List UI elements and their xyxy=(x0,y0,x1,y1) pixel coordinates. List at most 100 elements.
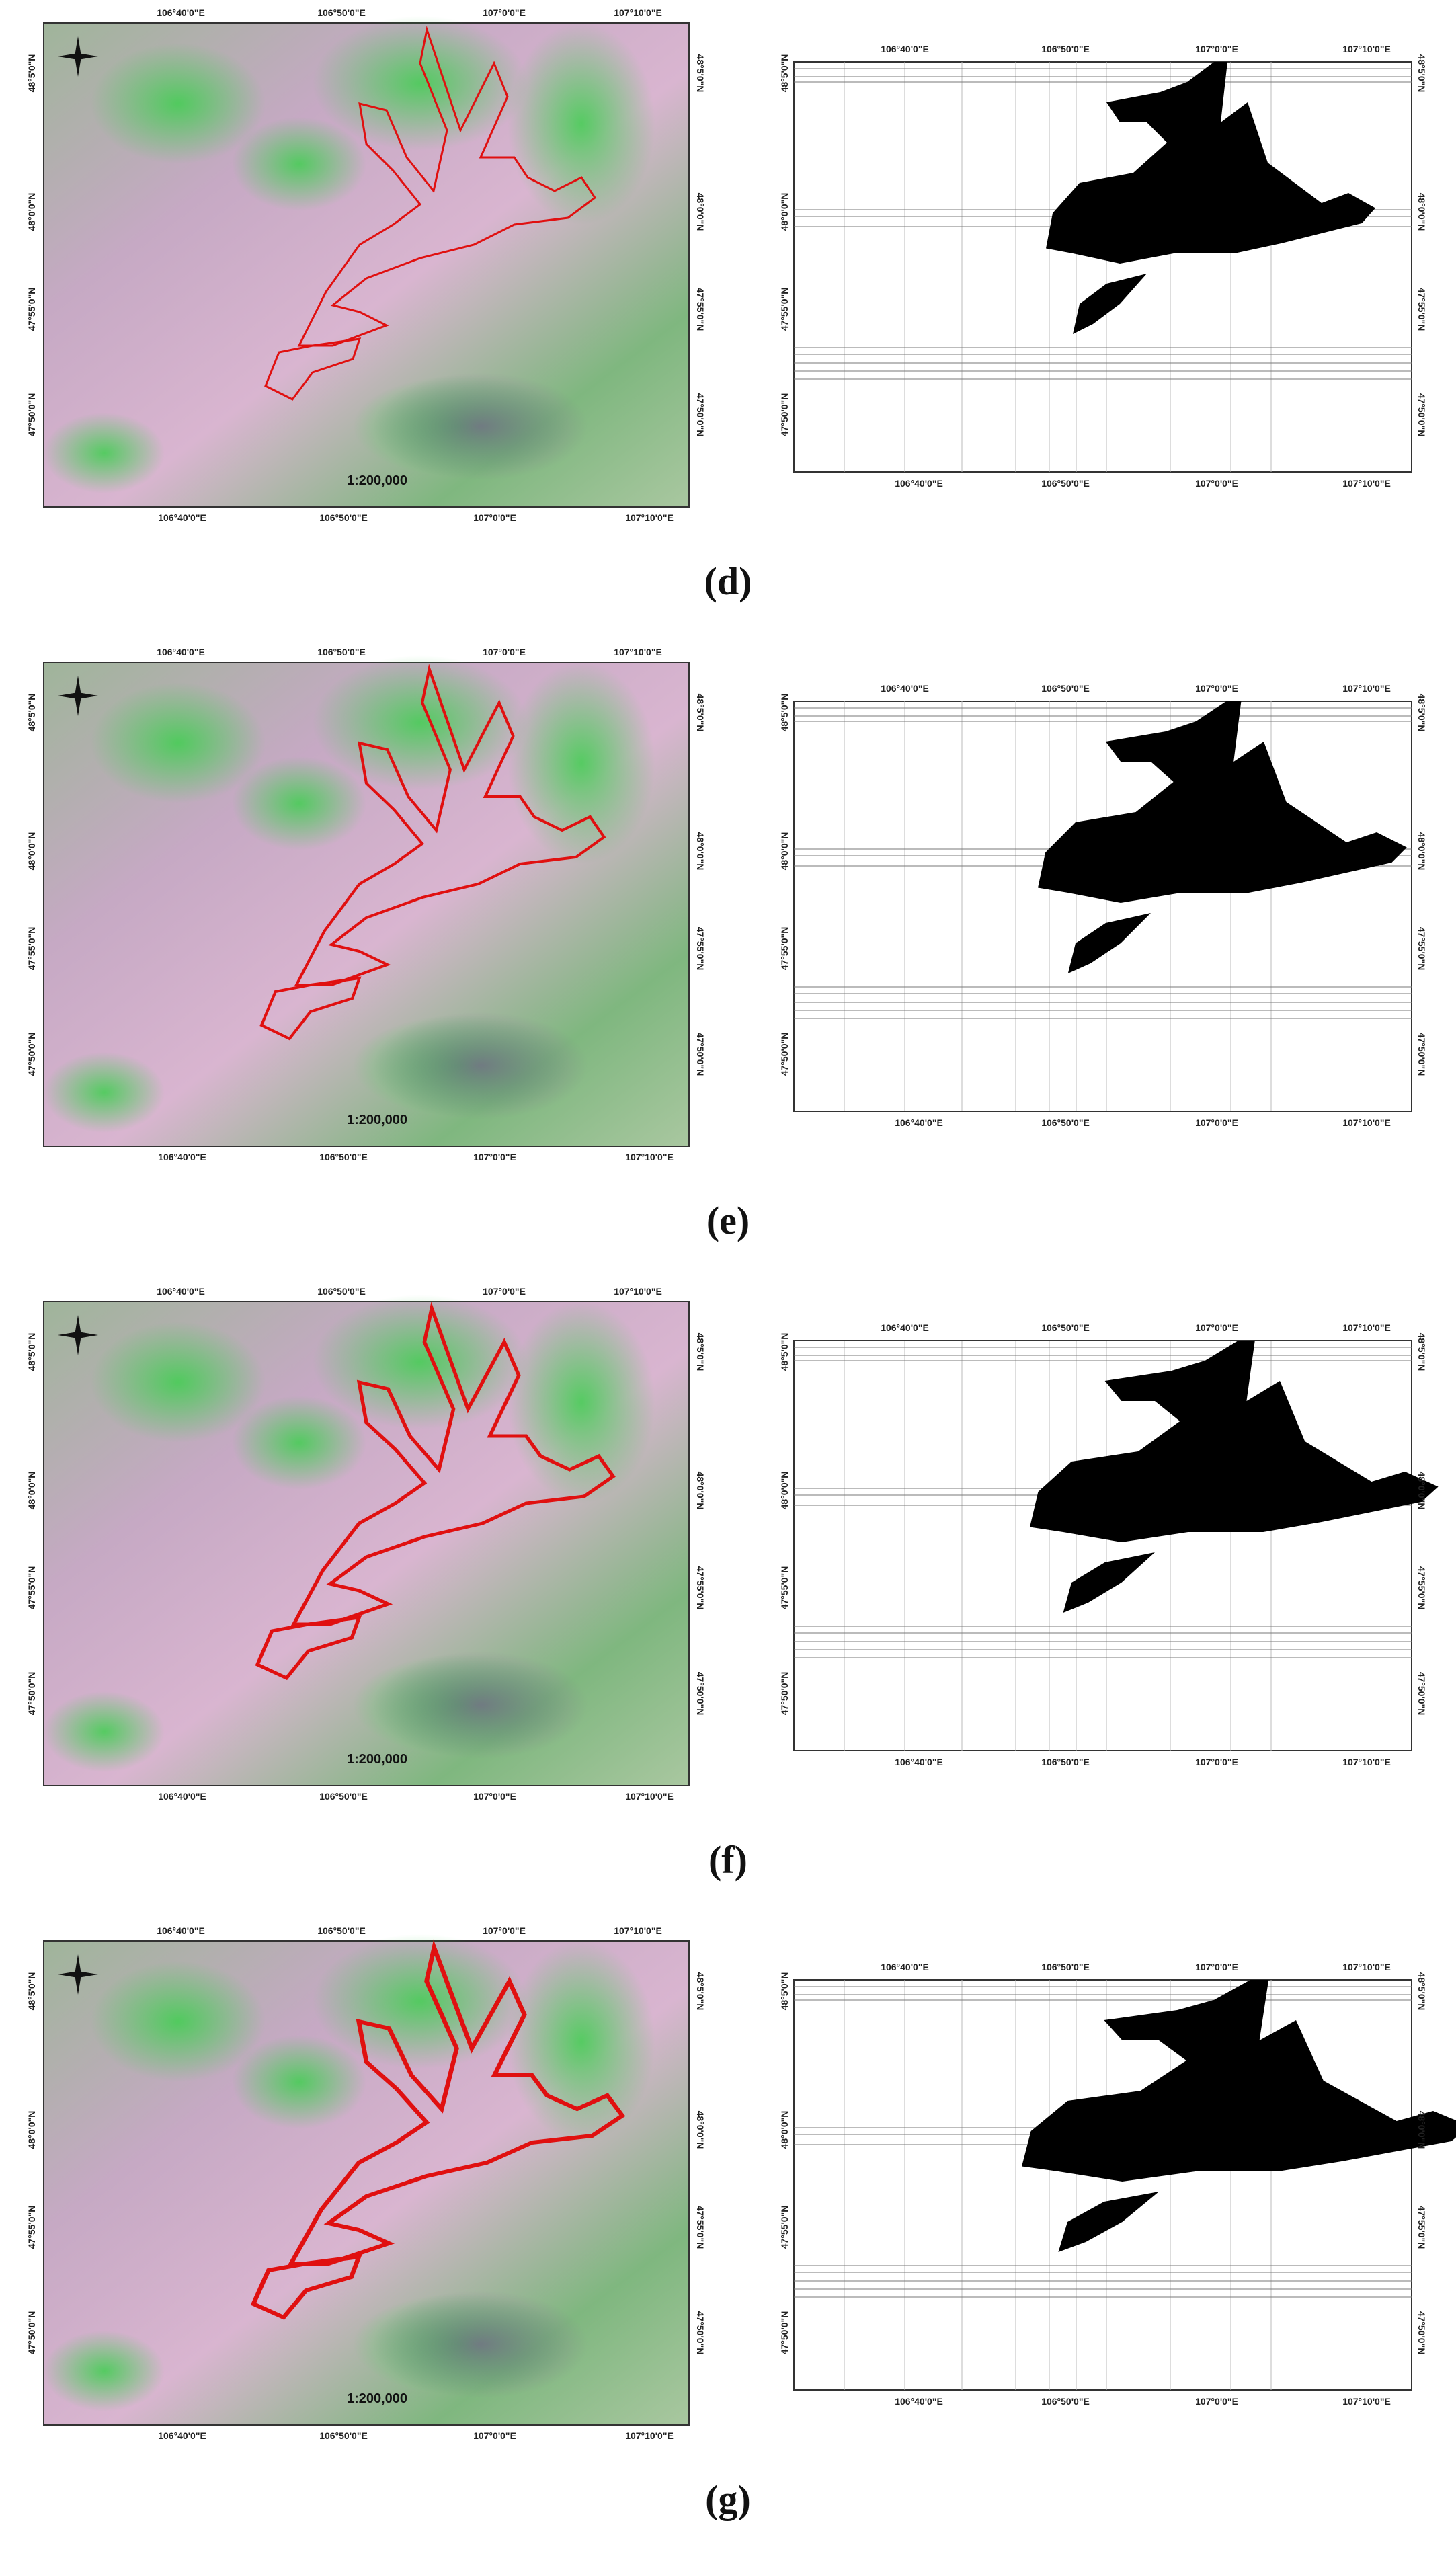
longitude-label: 107°10'0"E xyxy=(625,1791,674,1802)
latitude-label: 47°55'0"N xyxy=(1416,288,1427,331)
north-arrow xyxy=(58,676,98,716)
longitude-label: 106°50'0"E xyxy=(317,7,366,18)
urban-boundary xyxy=(250,2254,362,2320)
latitude-label: 48°5'0"N xyxy=(779,1333,790,1371)
longitude-label: 107°10'0"E xyxy=(1342,1757,1391,1767)
longitude-label: 107°10'0"E xyxy=(625,2430,674,2441)
classified-map xyxy=(793,1979,1456,2391)
latitude-label: 47°55'0"N xyxy=(779,288,790,331)
panel: 1:200,000 106°40'0"E 106°50'0"E 107°0'0"E 10… xyxy=(26,7,1427,603)
longitude-label: 106°50'0"E xyxy=(1041,683,1090,694)
latitude-label: 47°55'0"N xyxy=(26,2206,37,2249)
longitude-label: 107°0'0"E xyxy=(1195,1962,1238,1972)
latitude-label: 47°50'0"N xyxy=(26,393,37,437)
longitude-label: 107°10'0"E xyxy=(1342,1117,1391,1128)
latitude-label: 48°5'0"N xyxy=(26,1333,37,1371)
map-frame xyxy=(793,1979,1412,2391)
longitude-label: 107°0'0"E xyxy=(1195,1117,1238,1128)
longitude-label: 106°40'0"E xyxy=(158,1791,206,1802)
longitude-label: 107°0'0"E xyxy=(1195,1322,1238,1333)
vegetation-patch xyxy=(44,1691,165,1772)
map-frame xyxy=(793,1340,1412,1751)
map-scale: 1:200,000 xyxy=(347,1752,407,1767)
longitude-label: 106°40'0"E xyxy=(157,1925,205,1936)
longitude-label: 106°50'0"E xyxy=(319,1791,368,1802)
latitude-label: 47°55'0"N xyxy=(26,1566,37,1610)
vegetation-patch xyxy=(44,2331,165,2411)
vegetation-patch xyxy=(91,1961,266,2082)
latitude-label: 48°5'0"N xyxy=(1416,1972,1427,2011)
latitude-label: 47°55'0"N xyxy=(26,288,37,331)
built-up-patch xyxy=(1058,2192,1159,2252)
satellite-map: 1:200,000 xyxy=(43,16,690,508)
latitude-label: 47°55'0"N xyxy=(1416,1566,1427,1610)
latitude-label: 47°50'0"N xyxy=(1416,2311,1427,2355)
longitude-label: 107°0'0"E xyxy=(483,1286,526,1297)
latitude-label: 48°5'0"N xyxy=(779,1972,790,2011)
longitude-label: 106°50'0"E xyxy=(1041,1117,1090,1128)
longitude-label: 106°50'0"E xyxy=(1041,2396,1090,2407)
longitude-label: 107°0'0"E xyxy=(1195,683,1238,694)
figure-caption: (g) xyxy=(705,2477,751,2521)
mountain-patch xyxy=(373,372,588,480)
latitude-label: 48°0'0"N xyxy=(1416,193,1427,231)
classified-map xyxy=(793,61,1412,473)
latitude-label: 48°0'0"N xyxy=(26,1472,37,1510)
longitude-label: 106°40'0"E xyxy=(157,1286,205,1297)
latitude-label: 48°5'0"N xyxy=(26,54,37,93)
latitude-label: 47°55'0"N xyxy=(695,1566,706,1610)
vegetation-patch xyxy=(91,43,266,164)
vegetation-patch xyxy=(44,1052,165,1133)
map-scale: 1:200,000 xyxy=(347,2391,407,2406)
latitude-label: 48°0'0"N xyxy=(695,2111,706,2149)
latitude-label: 47°50'0"N xyxy=(695,1672,706,1716)
longitude-label: 107°10'0"E xyxy=(1342,2396,1391,2407)
latitude-label: 48°5'0"N xyxy=(695,54,706,93)
latitude-label: 48°5'0"N xyxy=(1416,54,1427,93)
latitude-label: 48°0'0"N xyxy=(779,193,790,231)
satellite-map: 1:200,000 xyxy=(43,1295,690,1786)
vegetation-patch xyxy=(232,756,366,850)
figure-caption: (f) xyxy=(709,1838,747,1882)
latitude-label: 48°0'0"N xyxy=(779,832,790,871)
satellite-map: 1:200,000 xyxy=(43,655,690,1147)
latitude-label: 47°55'0"N xyxy=(1416,927,1427,971)
longitude-label: 107°0'0"E xyxy=(473,2430,516,2441)
longitude-label: 106°40'0"E xyxy=(158,1152,206,1162)
built-up-area xyxy=(1030,1341,1439,1613)
latitude-label: 48°5'0"N xyxy=(779,694,790,732)
latitude-label: 47°50'0"N xyxy=(779,393,790,437)
mountain-patch xyxy=(373,1651,588,1759)
panel: 1:200,000 106°40'0"E 106°50'0"E 107°0'0"E 10… xyxy=(26,647,1427,1242)
longitude-label: 107°10'0"E xyxy=(1342,478,1391,489)
vegetation-patch xyxy=(508,1302,655,1503)
longitude-label: 106°50'0"E xyxy=(1041,478,1090,489)
longitude-label: 107°0'0"E xyxy=(1195,1757,1238,1767)
urban-boundary xyxy=(294,664,606,986)
vegetation-patch xyxy=(232,117,366,211)
north-arrow xyxy=(58,36,98,77)
longitude-label: 107°10'0"E xyxy=(1342,1322,1391,1333)
mountain-patch xyxy=(373,2290,588,2398)
latitude-label: 47°50'0"N xyxy=(1416,1033,1427,1076)
longitude-label: 106°40'0"E xyxy=(895,2396,943,2407)
vegetation-patch xyxy=(508,23,655,225)
longitude-label: 106°50'0"E xyxy=(1041,1962,1090,1972)
latitude-label: 48°0'0"N xyxy=(695,193,706,231)
latitude-label: 47°50'0"N xyxy=(1416,1672,1427,1716)
north-arrow xyxy=(58,1954,98,1995)
longitude-label: 106°50'0"E xyxy=(319,512,368,523)
urban-boundary xyxy=(297,26,597,347)
longitude-label: 106°40'0"E xyxy=(881,1322,929,1333)
figure-caption: (d) xyxy=(704,559,752,603)
latitude-label: 48°0'0"N xyxy=(26,2111,37,2149)
latitude-label: 47°50'0"N xyxy=(26,1033,37,1076)
longitude-label: 107°0'0"E xyxy=(473,1152,516,1162)
latitude-label: 47°50'0"N xyxy=(779,1672,790,1716)
latitude-label: 47°55'0"N xyxy=(695,288,706,331)
built-up-area xyxy=(1046,62,1375,334)
latitude-label: 47°55'0"N xyxy=(779,1566,790,1610)
longitude-label: 106°50'0"E xyxy=(317,1286,366,1297)
longitude-label: 107°0'0"E xyxy=(483,647,526,657)
